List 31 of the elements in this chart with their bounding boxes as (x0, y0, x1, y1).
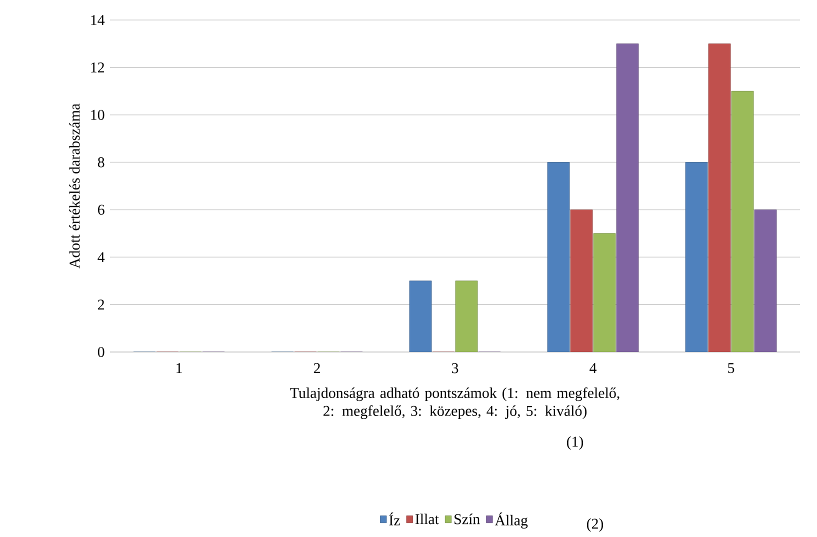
y-tick-label: 4 (98, 252, 105, 262)
x-tick-label: 1 (176, 363, 182, 374)
bar (754, 210, 777, 352)
y-tick-label: 12 (91, 62, 104, 72)
x-axis-title: Tulajdonságra adható pontszámok (1: nem megfelelő, 2: megfelelő, 3: közepes, 4: jó, 5: kiváló) (290, 387, 620, 420)
y-tick-label: 2 (98, 300, 104, 310)
y-tick-label: 8 (98, 157, 104, 168)
y-tick-label: 0 (98, 346, 104, 358)
bar (593, 233, 616, 352)
legend-label: Szín (454, 514, 480, 524)
x-tick-label: 3 (452, 363, 458, 374)
bar (731, 90, 754, 352)
bar (409, 280, 432, 352)
x-tick-label: 2 (314, 363, 320, 374)
legend-label: Illat (415, 514, 439, 524)
y-tick-label: 14 (91, 15, 105, 25)
text: (2) (586, 518, 604, 532)
bar (547, 162, 570, 352)
legend-label: Íz (389, 512, 400, 526)
y-axis-title: Adott értékelés darabszáma (69, 104, 80, 268)
bar (708, 44, 731, 352)
bar (570, 210, 593, 352)
text: (1) (566, 436, 584, 450)
legend-label: Állag (494, 512, 528, 529)
bar (685, 162, 708, 352)
y-tick-label: 10 (91, 110, 104, 120)
x-tick-label: 5 (728, 363, 734, 374)
x-tick-label: 4 (590, 363, 596, 373)
y-tick-label: 6 (98, 204, 104, 215)
bar (455, 280, 478, 352)
bar (616, 44, 639, 352)
